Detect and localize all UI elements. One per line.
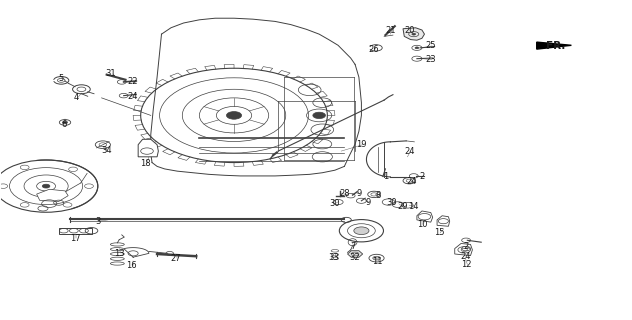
Text: 32: 32 (349, 253, 360, 262)
Text: 12: 12 (461, 260, 471, 269)
Text: 2: 2 (419, 172, 425, 181)
Text: 20: 20 (404, 26, 415, 35)
Text: 24: 24 (461, 252, 471, 261)
Polygon shape (124, 248, 149, 257)
Polygon shape (348, 251, 363, 257)
Text: 29: 29 (398, 202, 408, 211)
Text: 19: 19 (356, 140, 367, 149)
Text: FR.: FR. (546, 41, 565, 51)
Circle shape (63, 121, 68, 124)
Polygon shape (437, 216, 450, 226)
Text: 2: 2 (463, 242, 469, 251)
Polygon shape (138, 139, 159, 157)
Text: 23: 23 (425, 55, 436, 64)
Text: 18: 18 (140, 159, 151, 168)
Text: 24: 24 (128, 92, 138, 101)
Circle shape (412, 33, 416, 35)
Polygon shape (455, 244, 472, 256)
Text: 25: 25 (425, 41, 436, 51)
Text: 22: 22 (128, 77, 138, 86)
Text: 28: 28 (339, 189, 349, 198)
Text: 21: 21 (385, 26, 396, 35)
Circle shape (354, 227, 369, 235)
Polygon shape (37, 189, 68, 201)
Bar (59, 228, 92, 234)
Text: 24: 24 (404, 147, 415, 156)
Text: 17: 17 (70, 234, 80, 243)
Text: 30: 30 (386, 197, 397, 206)
Text: 34: 34 (101, 146, 112, 155)
Text: 33: 33 (328, 253, 339, 262)
Text: 27: 27 (171, 254, 181, 263)
Circle shape (415, 47, 419, 49)
Polygon shape (417, 211, 433, 222)
Text: 9: 9 (356, 189, 362, 198)
Text: 7: 7 (350, 242, 355, 251)
Text: 11: 11 (372, 257, 383, 266)
Text: 5: 5 (58, 74, 63, 83)
Circle shape (42, 184, 50, 188)
Text: 16: 16 (126, 261, 137, 270)
Text: 10: 10 (416, 220, 427, 229)
Text: 24: 24 (406, 177, 417, 186)
Circle shape (373, 256, 380, 260)
Circle shape (313, 112, 325, 119)
Text: 13: 13 (114, 249, 125, 258)
Text: 6: 6 (61, 120, 66, 130)
Text: 3: 3 (96, 217, 101, 226)
Text: 9: 9 (365, 197, 370, 206)
Text: 26: 26 (368, 44, 379, 54)
Text: 4: 4 (74, 93, 79, 102)
Text: 31: 31 (106, 69, 116, 78)
Polygon shape (537, 42, 571, 49)
Text: 1: 1 (383, 172, 388, 181)
Text: 15: 15 (434, 228, 444, 237)
Polygon shape (403, 28, 425, 40)
Circle shape (58, 78, 65, 82)
Text: 8: 8 (375, 190, 380, 200)
Circle shape (226, 112, 241, 119)
Text: 14: 14 (408, 202, 419, 211)
Text: 30: 30 (330, 198, 340, 207)
